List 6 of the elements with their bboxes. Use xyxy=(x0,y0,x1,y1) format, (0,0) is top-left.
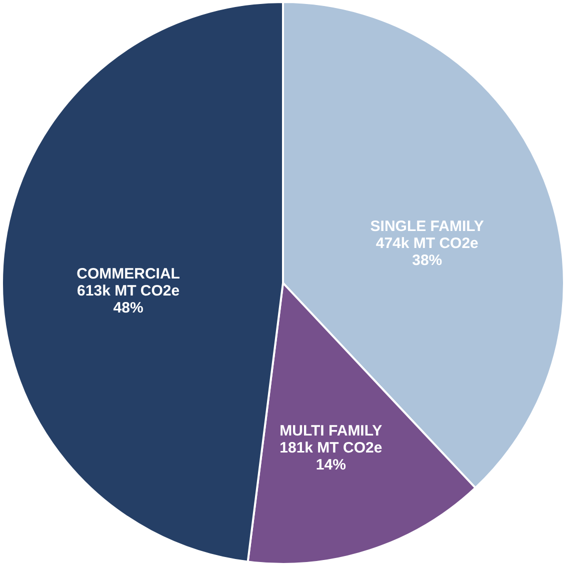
data-label: 474k MT CO2e 38% xyxy=(376,234,478,269)
slice-label: COMMERCIAL xyxy=(76,265,180,282)
slice-label: MULTI FAMILY xyxy=(280,422,382,440)
slice-label: SINGLE FAMILY xyxy=(370,218,484,235)
data-label: 613k MT CO2e 48% xyxy=(77,282,180,316)
data-label: 181k MT CO2e 14% xyxy=(280,439,382,474)
